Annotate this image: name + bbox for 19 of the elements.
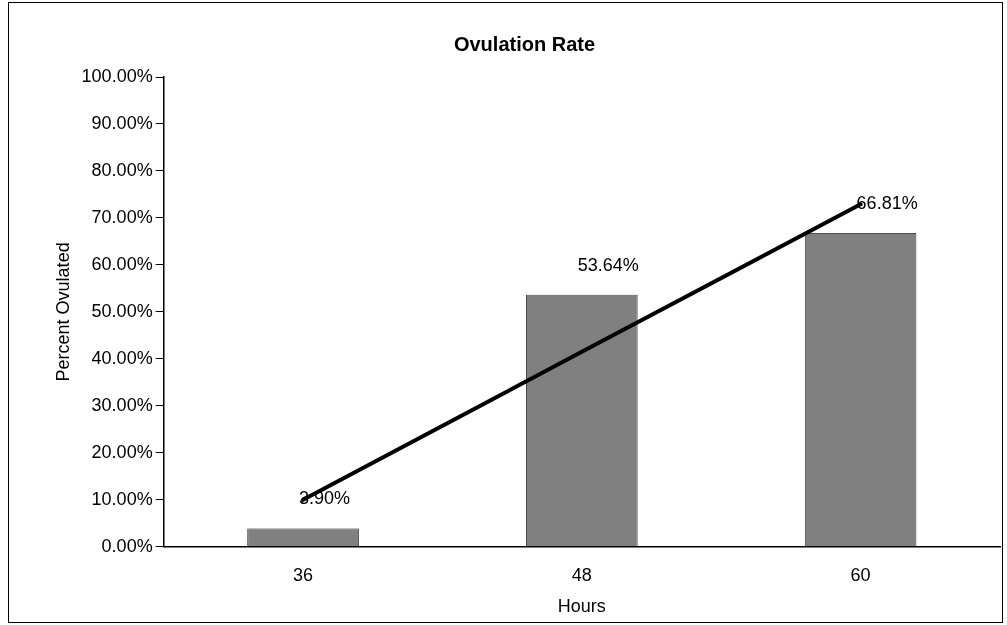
- y-tick-label: 10.00%: [91, 488, 153, 509]
- y-tick-label: 20.00%: [91, 441, 153, 462]
- y-tick-label: 0.00%: [101, 535, 153, 556]
- data-label: 66.81%: [856, 192, 918, 213]
- y-tick-label: 80.00%: [91, 159, 153, 180]
- y-tick-label: 50.00%: [91, 300, 153, 321]
- y-tick-label: 100.00%: [81, 65, 153, 86]
- data-label: 53.64%: [577, 254, 639, 275]
- y-axis-title: Percent Ovulated: [52, 242, 73, 382]
- y-tick-label: 40.00%: [91, 347, 153, 368]
- y-tick-label: 90.00%: [91, 112, 153, 133]
- y-tick-label: 70.00%: [91, 206, 153, 227]
- y-tick-label: 60.00%: [91, 253, 153, 274]
- chart-title: Ovulation Rate: [453, 32, 596, 55]
- y-tick-label: 30.00%: [91, 394, 153, 415]
- x-tick-label: 36: [293, 564, 314, 585]
- x-tick-label: 60: [850, 564, 871, 585]
- x-axis-title: Hours: [557, 596, 606, 617]
- x-tick-label: 48: [571, 564, 592, 585]
